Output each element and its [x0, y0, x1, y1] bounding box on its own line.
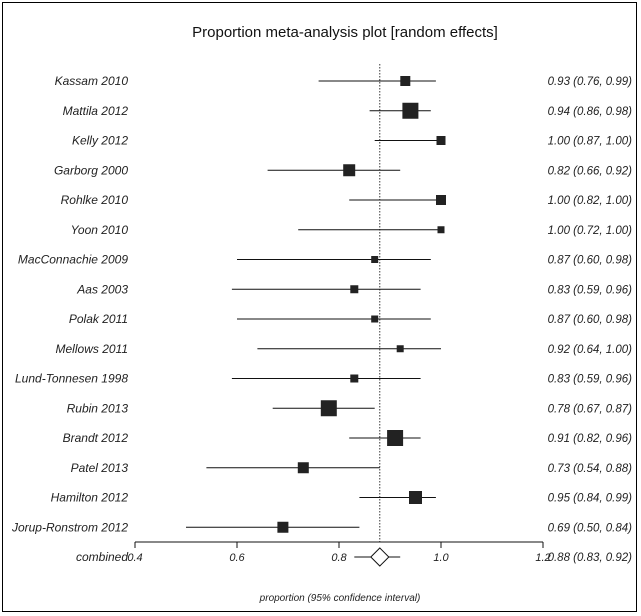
study-name: Polak 2011: [69, 312, 128, 326]
study-name: Rohlke 2010: [61, 193, 129, 207]
chart-title: Proportion meta-analysis plot [random ef…: [192, 24, 498, 41]
study-name: Kassam 2010: [55, 74, 129, 88]
study-name: Mellows 2011: [56, 342, 128, 356]
ci-value: 0.83 (0.59, 0.96): [548, 284, 633, 296]
ci-value: 0.69 (0.50, 0.84): [548, 522, 633, 534]
study-marker: [437, 226, 445, 234]
study-marker: [402, 102, 419, 119]
combined-ci-value: 0.88 (0.83, 0.92): [548, 552, 633, 564]
study-marker: [277, 521, 289, 533]
study-name: Hamilton 2012: [51, 491, 129, 505]
study-marker: [371, 256, 379, 263]
x-tick-label: 0.4: [127, 552, 142, 564]
study-marker: [436, 195, 446, 205]
ci-value: 0.82 (0.66, 0.92): [548, 165, 633, 177]
x-tick-label: 0.8: [331, 552, 347, 564]
combined-diamond: [370, 547, 390, 567]
ci-value: 0.95 (0.84, 0.99): [548, 493, 633, 505]
ci-value: 0.93 (0.76, 0.99): [548, 76, 633, 88]
study-rows: Kassam 2010 0.93 (0.76, 0.99) Mattila 2012…: [11, 64, 633, 567]
study-marker: [350, 285, 359, 294]
study-marker: [436, 136, 446, 145]
ci-value: 0.92 (0.64, 1.00): [548, 344, 633, 356]
study-name: MacConnachie 2009: [18, 253, 128, 267]
study-marker: [343, 164, 356, 177]
study-name: Patel 2013: [71, 461, 129, 475]
x-axis-label: proportion (95% confidence interval): [259, 593, 421, 604]
ci-value: 1.00 (0.72, 1.00): [548, 225, 633, 237]
ci-value: 0.91 (0.82, 0.96): [548, 433, 633, 445]
study-marker: [320, 400, 337, 417]
x-tick-label: 1.2: [535, 552, 550, 564]
ci-value: 0.94 (0.86, 0.98): [548, 106, 633, 118]
combined-label: combined: [76, 550, 128, 564]
study-name: Rubin 2013: [67, 401, 129, 415]
ci-value: 1.00 (0.82, 1.00): [548, 195, 633, 207]
study-marker: [297, 462, 309, 474]
x-tick-label: 0.6: [229, 552, 245, 564]
study-name: Mattila 2012: [63, 104, 129, 118]
study-name: Yoon 2010: [71, 223, 129, 237]
ci-value: 0.73 (0.54, 0.88): [548, 463, 633, 475]
study-marker: [409, 491, 422, 504]
ci-value: 0.87 (0.60, 0.98): [548, 314, 633, 326]
study-name: Jorup-Ronstrom 2012: [11, 520, 128, 534]
study-name: Garborg 2000: [54, 163, 128, 177]
study-marker: [350, 374, 359, 383]
ci-value: 0.78 (0.67, 0.87): [548, 403, 633, 415]
x-axis: 0.4 0.6 0.8 1.0 1.2: [127, 541, 551, 564]
study-name: Lund-Tonnesen 1998: [15, 372, 128, 386]
study-marker: [387, 430, 404, 446]
study-marker: [396, 345, 404, 353]
study-name: Aas 2003: [76, 282, 128, 296]
ci-value: 0.83 (0.59, 0.96): [548, 374, 633, 386]
ci-value: 1.00 (0.87, 1.00): [548, 136, 633, 148]
study-marker: [400, 76, 411, 86]
ci-value: 0.87 (0.60, 0.98): [548, 255, 633, 267]
study-marker: [371, 315, 379, 323]
study-name: Brandt 2012: [63, 431, 129, 445]
x-tick-label: 1.0: [433, 552, 449, 564]
study-name: Kelly 2012: [72, 134, 128, 148]
